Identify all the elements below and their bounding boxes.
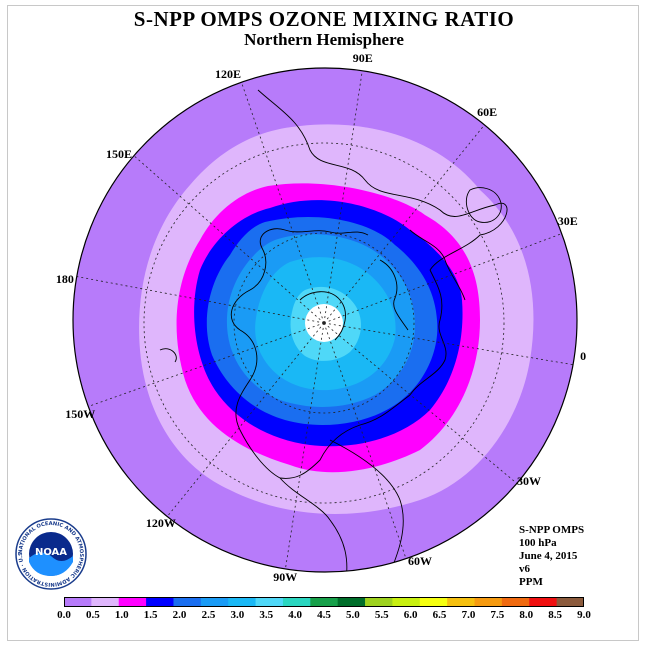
colorbar-border — [64, 597, 584, 607]
colorbar-tick-label: 7.0 — [461, 609, 476, 621]
info-version: v6 — [519, 563, 530, 575]
longitude-label: 120E — [214, 66, 241, 81]
noaa-logo: NATIONAL OCEANIC AND ATMOSPHERIC ADMINIS… — [15, 518, 87, 590]
colorbar-segment — [91, 597, 120, 607]
info-units: PPM — [519, 576, 543, 588]
colorbar-tick-label: 1.5 — [143, 609, 158, 621]
longitude-label: 0 — [580, 349, 587, 364]
colorbar-segment — [282, 597, 311, 607]
colorbar-tick-label: 9.0 — [577, 609, 591, 621]
colorbar-segment — [310, 597, 339, 607]
page-subtitle: Northern Hemisphere — [244, 30, 404, 49]
longitude-label: 30E — [557, 214, 578, 229]
colorbar-segment — [118, 597, 147, 607]
colorbar-segment — [419, 597, 448, 607]
figure-frame — [7, 5, 639, 641]
longitude-label: 60W — [408, 554, 433, 569]
colorbar-tick-label: 3.5 — [259, 609, 274, 621]
colorbar-tick-label: 5.5 — [374, 609, 389, 621]
colorbar-tick-label: 3.0 — [230, 609, 245, 621]
colorbar-segment — [474, 597, 503, 607]
info-date: June 4, 2015 — [519, 550, 578, 562]
colorbar-segment — [64, 597, 92, 607]
longitude-label: 90E — [352, 51, 373, 66]
info-level: 100 hPa — [519, 537, 557, 549]
longitude-label: 150E — [105, 147, 132, 162]
longitude-label: 150W — [65, 406, 96, 421]
colorbar-tick-label: 7.5 — [490, 609, 505, 621]
info-instrument: S-NPP OMPS — [519, 524, 585, 536]
colorbar-tick-label: 6.5 — [432, 609, 447, 621]
colorbar-segment — [392, 597, 421, 607]
colorbar-segment — [447, 597, 476, 607]
colorbar-segment — [501, 597, 530, 607]
longitude-label: 120W — [145, 515, 176, 530]
longitude-label: 60E — [477, 105, 498, 120]
colorbar-segment — [173, 597, 202, 607]
colorbar-segment — [556, 597, 584, 607]
colorbar-tick-label: 4.0 — [288, 609, 302, 621]
colorbar-tick-label: 1.0 — [114, 609, 129, 621]
coastlines — [159, 89, 508, 572]
colorbar-tick-label: 6.0 — [403, 609, 418, 621]
graticule — [73, 68, 576, 572]
page-title: S-NPP OMPS OZONE MIXING RATIO — [133, 7, 515, 31]
colorbar-tick-label: 2.0 — [172, 609, 187, 621]
info-block: S-NPP OMPS 100 hPa June 4, 2015 v6 PPM — [519, 524, 584, 589]
colorbar-segment — [255, 597, 284, 607]
colorbar-segment — [200, 597, 229, 607]
colorbar-tick-label: 4.5 — [317, 609, 331, 621]
longitude-label: 180 — [55, 271, 74, 286]
colorbar-segment — [146, 597, 174, 607]
map-border — [72, 67, 578, 573]
colorbar-tick-label: 0.5 — [86, 609, 100, 621]
colorbar — [64, 597, 584, 607]
colorbar-segment — [529, 597, 558, 607]
noaa-logo-text: NOAA — [35, 547, 67, 558]
longitude-label: 90W — [273, 569, 298, 584]
colorbar-tick-label: 8.0 — [519, 609, 534, 621]
colorbar-segment — [228, 597, 257, 607]
colorbar-tick-label: 8.5 — [548, 609, 562, 621]
colorbar-tick-label: 2.5 — [201, 609, 216, 621]
colorbar-segment — [365, 597, 393, 607]
colorbar-tick-label: 0.0 — [57, 609, 71, 621]
colorbar-tick-label: 5.0 — [346, 609, 360, 621]
longitude-label: 30W — [517, 473, 542, 488]
colorbar-segment — [337, 597, 366, 607]
